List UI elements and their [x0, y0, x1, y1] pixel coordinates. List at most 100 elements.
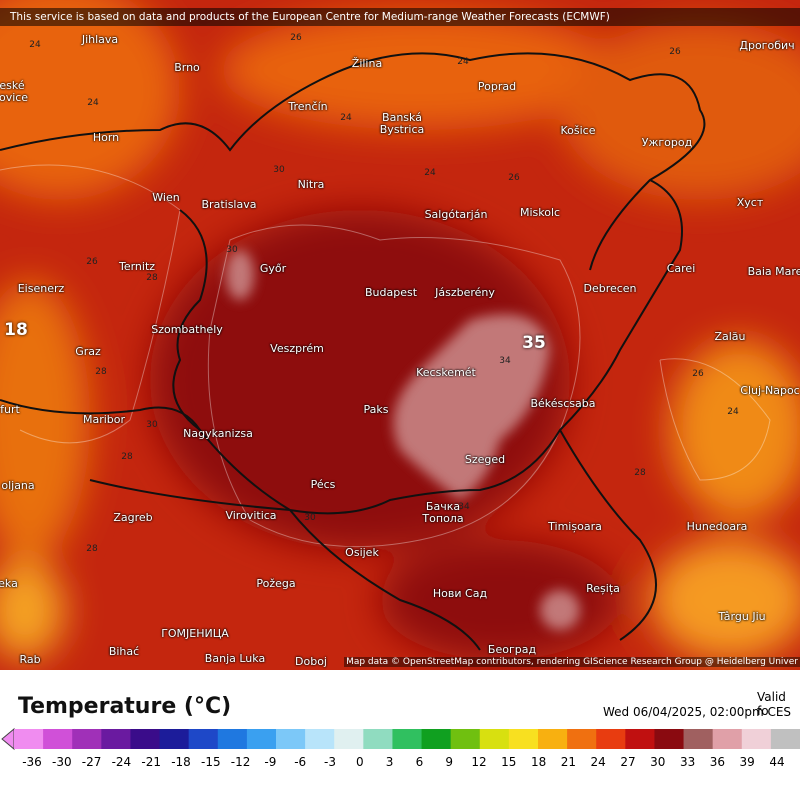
city-label: Ternitz: [118, 260, 156, 273]
contour-label: 28: [86, 544, 98, 554]
city-label: Maribor: [82, 413, 126, 426]
city-label: Banská Bystrica: [379, 111, 425, 136]
contour-label: 30: [304, 513, 316, 523]
city-label: Győr: [259, 262, 287, 275]
colorbar-tick-label: -15: [200, 755, 221, 769]
colorbar-tick-label: -6: [294, 755, 307, 769]
contour-label: 24: [340, 113, 352, 123]
city-label: Doboj: [295, 655, 327, 668]
contour-label: 34: [458, 502, 470, 512]
colorbar-swatch: [450, 729, 481, 749]
colorbar-tick-label: 27: [620, 755, 636, 769]
city-label: Virovitica: [225, 509, 277, 522]
colorbar-tick-label: -24: [111, 755, 132, 769]
colorbar-swatch: [246, 729, 277, 749]
contour-label: 26: [692, 369, 704, 379]
contour-label: 26: [86, 257, 98, 267]
city-label: Дрогобич: [739, 39, 795, 52]
colorbar-tick-label: -9: [264, 755, 277, 769]
city-label: Hunedoara: [686, 520, 748, 533]
colorbar-swatch: [392, 729, 423, 749]
city-label: Nitra: [297, 178, 325, 191]
city-label: Eisenerz: [17, 282, 65, 295]
colorbar-swatch: [130, 729, 161, 749]
colorbar: [1, 727, 800, 751]
city-label: Brno: [174, 61, 200, 74]
city-label: eka: [0, 577, 18, 590]
city-label: Nagykanizsa: [183, 427, 253, 440]
colorbar-swatch: [770, 729, 800, 749]
city-label: Wien: [152, 191, 180, 204]
colorbar-swatch: [72, 729, 102, 749]
colorbar-swatch: [479, 729, 510, 749]
city-label: Bratislava: [201, 198, 257, 211]
colorbar-swatch: [188, 729, 219, 749]
colorbar-tick-label: 36: [709, 755, 726, 769]
city-label: Veszprém: [270, 342, 324, 355]
city-label: Budapest: [364, 286, 418, 299]
colorbar-swatch: [654, 729, 685, 749]
colorbar-swatch: [101, 729, 131, 749]
colorbar-tick-label: -18: [171, 755, 191, 769]
colorbar-swatch: [683, 729, 714, 749]
contour-label: 28: [121, 452, 133, 462]
colorbar-swatch: [305, 729, 335, 749]
city-label: ГОМЈЕНИЦА: [161, 627, 229, 640]
valid-time: Wed 06/04/2025, 02:00pm CES: [603, 705, 792, 719]
city-label: Szombathely: [151, 323, 223, 336]
colorbar-swatch: [538, 729, 568, 749]
city-label: Хуст: [736, 196, 764, 209]
colorbar-swatch: [276, 729, 306, 749]
colorbar-tick-label: 30: [650, 755, 666, 769]
tick-row: -36 -30 -27 -24 -21 -18 -15 -12 -9 -6 -3 0 3 6 9 12 15 18…: [0, 755, 800, 775]
colorbar-swatch: [43, 729, 73, 749]
city-label: Požega: [256, 577, 296, 590]
colorbar-tick-label: -12: [230, 755, 251, 769]
contour-label: 24: [29, 40, 41, 50]
colorbar-tick-label: 9: [445, 755, 454, 769]
city-label: Horn: [92, 131, 120, 144]
city-label: Osijek: [345, 546, 379, 559]
colorbar-tick-label: -21: [141, 755, 161, 769]
colorbar-swatch: [421, 729, 452, 749]
colorbar-swatch: [217, 729, 248, 749]
city-label: Ужгород: [641, 136, 693, 149]
city-label: Нови Сад: [432, 587, 488, 600]
attribution: Map data © OpenStreetMap contributors, r…: [344, 657, 800, 667]
contour-label: 26: [290, 33, 302, 43]
colorbar-tick-label: 3: [385, 755, 394, 769]
contour-label: 24: [87, 98, 99, 108]
colorbar-tick-label: 21: [560, 755, 577, 769]
contour-label: 30: [146, 420, 158, 430]
colorbar-tick-label: 0: [355, 755, 364, 769]
max-temp-label: 35: [522, 333, 546, 353]
city-label: Târgu Jiu: [718, 610, 766, 623]
contour-label: 28: [634, 468, 646, 478]
city-label: Rab: [19, 653, 41, 666]
colorbar-swatch: [508, 729, 539, 749]
contour-label: 24: [424, 168, 436, 178]
city-label: Trenčín: [288, 100, 328, 113]
contour-label: 26: [669, 47, 681, 57]
city-label: Reșița: [586, 582, 620, 595]
city-label: Debrecen: [583, 282, 637, 295]
city-label: Бачка Топола: [422, 500, 464, 525]
city-label: Jászberény: [435, 286, 495, 299]
colorbar-tick-label: 24: [590, 755, 606, 769]
city-label: Timișoara: [548, 520, 602, 533]
city-label: Carei: [666, 262, 696, 275]
city-label: Graz: [75, 345, 101, 358]
city-label: Bihać: [108, 645, 140, 658]
colorbar-tick-label: 6: [415, 755, 424, 769]
colorbar-tick-label: 44: [769, 755, 785, 769]
city-label: Békéscsaba: [530, 397, 596, 410]
colorbar-tick-label: -27: [81, 755, 102, 769]
city-label: Cluj-Napoc: [740, 384, 800, 397]
city-label: eské jovice: [0, 79, 29, 104]
map-background: [0, 0, 800, 670]
city-label: Zagreb: [113, 511, 153, 524]
city-label: oljana: [1, 479, 35, 492]
contour-label: 26: [508, 173, 520, 183]
city-label: Košice: [560, 124, 596, 137]
